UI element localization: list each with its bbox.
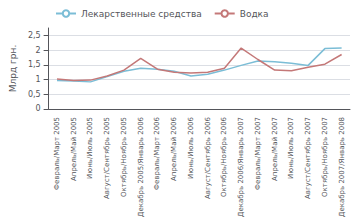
svg-text:Декабрь 2006/Январь 2007: Декабрь 2006/Январь 2007 [237,117,245,217]
svg-text:Декабрь 2005/Январь 2006: Декабрь 2005/Январь 2006 [137,116,145,217]
svg-text:Август/Сентябрь 2005: Август/Сентябрь 2005 [103,117,111,199]
svg-text:1,5: 1,5 [28,60,41,69]
svg-text:Июнь/Июль 2005: Июнь/Июль 2005 [86,117,94,179]
svg-text:Водка: Водка [240,9,269,19]
svg-text:0,5: 0,5 [28,90,41,99]
svg-text:Август/Сентябрь 2007: Август/Сентябрь 2007 [304,117,312,199]
svg-text:0: 0 [36,104,41,113]
svg-text:Апрель/Май 2006: Апрель/Май 2006 [170,116,178,181]
svg-text:Февраль/Март 2006: Февраль/Март 2006 [153,116,161,190]
svg-text:Млрд грн.: Млрд грн. [8,45,18,93]
svg-text:2: 2 [36,46,41,55]
svg-text:Лекарственные средства: Лекарственные средства [81,9,202,19]
svg-text:Апрель/Май 2005: Апрель/Май 2005 [70,117,78,181]
svg-text:Февраль/Март 2007: Февраль/Март 2007 [254,117,262,190]
svg-text:Февраль/Март 2005: Февраль/Март 2005 [53,117,61,190]
svg-text:Июнь/Июль 2007: Июнь/Июль 2007 [287,117,295,179]
svg-text:Декабрь 2007/Январь 2008: Декабрь 2007/Январь 2008 [338,117,346,217]
svg-text:Июнь/Июль 2006: Июнь/Июль 2006 [187,116,195,179]
svg-text:1: 1 [36,75,41,84]
svg-text:Октябрь/Ноябрь 2005: Октябрь/Ноябрь 2005 [120,117,128,197]
svg-text:Октябрь/Ноябрь 2007: Октябрь/Ноябрь 2007 [321,117,329,197]
svg-text:2,5: 2,5 [28,31,41,40]
svg-text:Октябрь/Ноябрь 2006: Октябрь/Ноябрь 2006 [220,116,228,196]
svg-text:Август/Сентябрь 2006: Август/Сентябрь 2006 [204,116,212,199]
svg-text:Апрель/Май 2007: Апрель/Май 2007 [271,117,279,181]
